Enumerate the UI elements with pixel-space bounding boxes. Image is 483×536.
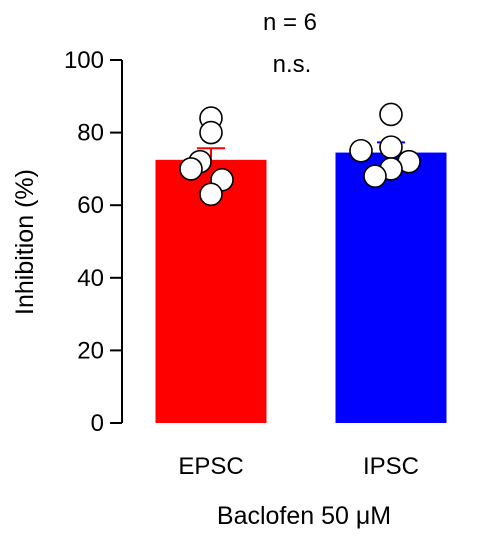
- y-tick-label: 20: [77, 337, 104, 364]
- y-axis-title: Inhibition (%): [11, 169, 39, 315]
- x-category-labels: EPSC IPSC: [178, 453, 419, 480]
- data-point: [349, 138, 373, 163]
- data-point: [379, 102, 403, 127]
- y-tick-label: 80: [77, 120, 104, 147]
- x-category-label: EPSC: [178, 453, 243, 480]
- data-point: [199, 182, 223, 207]
- n-annotation: n = 6: [263, 9, 317, 36]
- x-axis-title: Baclofen 50 μM: [217, 502, 391, 530]
- bar-ipsc: [335, 152, 447, 423]
- significance-annotation: n.s.: [273, 51, 312, 78]
- y-ticks: 0 20 40 60 80 100: [64, 47, 122, 437]
- x-category-label: IPSC: [363, 453, 419, 480]
- points-layer: [179, 102, 421, 207]
- data-point: [363, 164, 387, 188]
- bars-layer: [155, 152, 447, 423]
- data-point: [379, 135, 403, 159]
- y-tick-label: 40: [77, 265, 104, 292]
- y-tick-label: 0: [91, 410, 104, 437]
- data-point: [179, 157, 203, 181]
- data-point: [199, 120, 223, 145]
- y-tick-label: 60: [77, 192, 104, 219]
- y-tick-label: 100: [64, 47, 104, 74]
